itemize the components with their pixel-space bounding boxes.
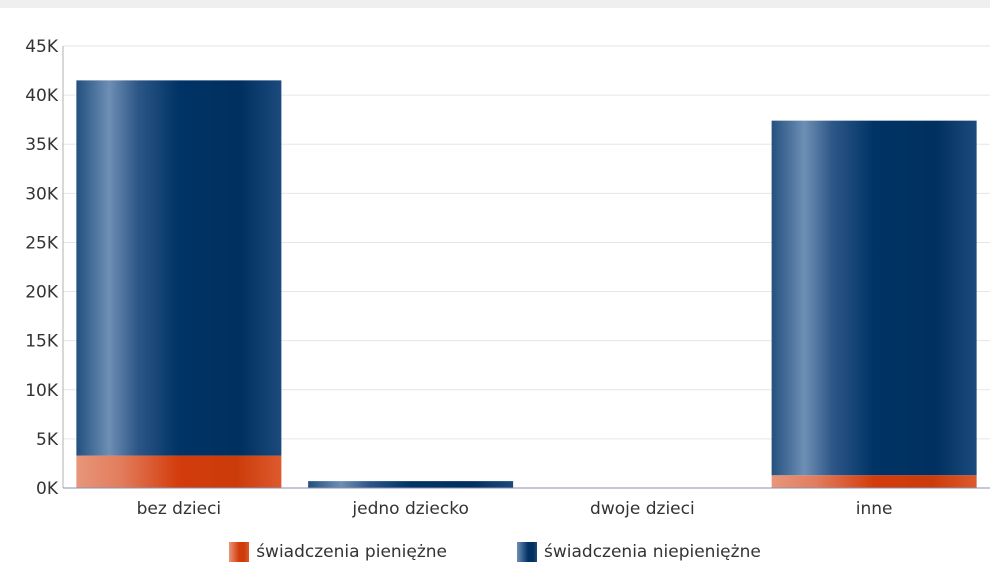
x-tick-label: dwoje dzieci [590, 499, 695, 519]
bar-segment-cash[interactable] [771, 475, 977, 488]
y-tick-label: 5K [36, 430, 59, 450]
y-tick-label: 10K [25, 381, 59, 401]
x-axis: bez dzieci jedno dziecko dwoje dzieci inne [63, 487, 990, 519]
y-tick-label: 25K [25, 233, 59, 253]
legend-item-cash[interactable]: świadczenia pieniężne [229, 540, 447, 564]
bar-segment-noncash[interactable] [771, 120, 977, 476]
y-tick-label: 30K [25, 184, 59, 204]
legend-swatch-cash [229, 542, 250, 562]
legend-item-noncash[interactable]: świadczenia niepieniężne [517, 540, 761, 564]
bar-segment-cash[interactable] [76, 455, 282, 488]
stacked-bar-chart: 0K 5K 10K 15K 20K 25K 30K 35K 40K 45K bez dzieci j… [25, 37, 990, 519]
y-tick-label: 0K [36, 479, 59, 499]
bar-segment-noncash[interactable] [308, 481, 514, 488]
bar-segment-noncash[interactable] [76, 80, 282, 456]
y-tick-label: 20K [25, 283, 59, 303]
legend-label-cash: świadczenia pieniężne [256, 542, 448, 562]
y-tick-label: 45K [25, 37, 59, 57]
y-tick-label: 35K [25, 135, 59, 155]
legend-label-noncash: świadczenia niepieniężne [544, 542, 761, 562]
top-border [0, 0, 990, 8]
x-tick-label: inne [856, 499, 893, 519]
x-tick-label: jedno dziecko [351, 499, 468, 519]
x-tick-label: bez dzieci [137, 499, 222, 519]
legend-swatch-noncash [517, 542, 538, 562]
y-tick-label: 15K [25, 332, 59, 352]
legend: świadczenia pieniężne świadczenia niepie… [0, 540, 990, 564]
y-tick-label: 40K [25, 86, 59, 106]
bars [76, 80, 977, 488]
y-axis: 0K 5K 10K 15K 20K 25K 30K 35K 40K 45K [25, 37, 64, 499]
